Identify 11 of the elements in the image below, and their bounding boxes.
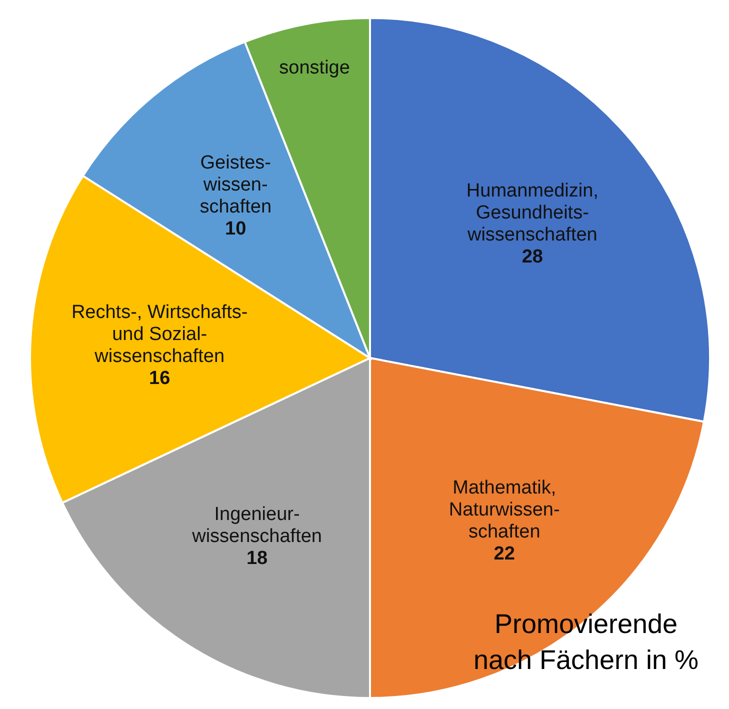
data-label: 10: [225, 218, 246, 240]
data-label: 22: [494, 542, 515, 564]
data-label: 28: [522, 246, 543, 268]
data-label: 16: [149, 367, 170, 388]
slice-label: Rechts-, Wirtschafts- und Sozial- wissenschaften: [71, 301, 248, 366]
slice-label: Mathematik, Naturwissen- schaften: [448, 476, 560, 542]
data-label: 18: [246, 547, 268, 568]
slice-label: Humanmedizin, Gesundheits- wissenschaften: [466, 180, 598, 246]
slice-label: Ingenieur- wissenschaften: [191, 503, 322, 546]
slice-label: sonstige: [279, 56, 350, 78]
slice-label: Geistes- wissen- schaften: [200, 152, 272, 218]
